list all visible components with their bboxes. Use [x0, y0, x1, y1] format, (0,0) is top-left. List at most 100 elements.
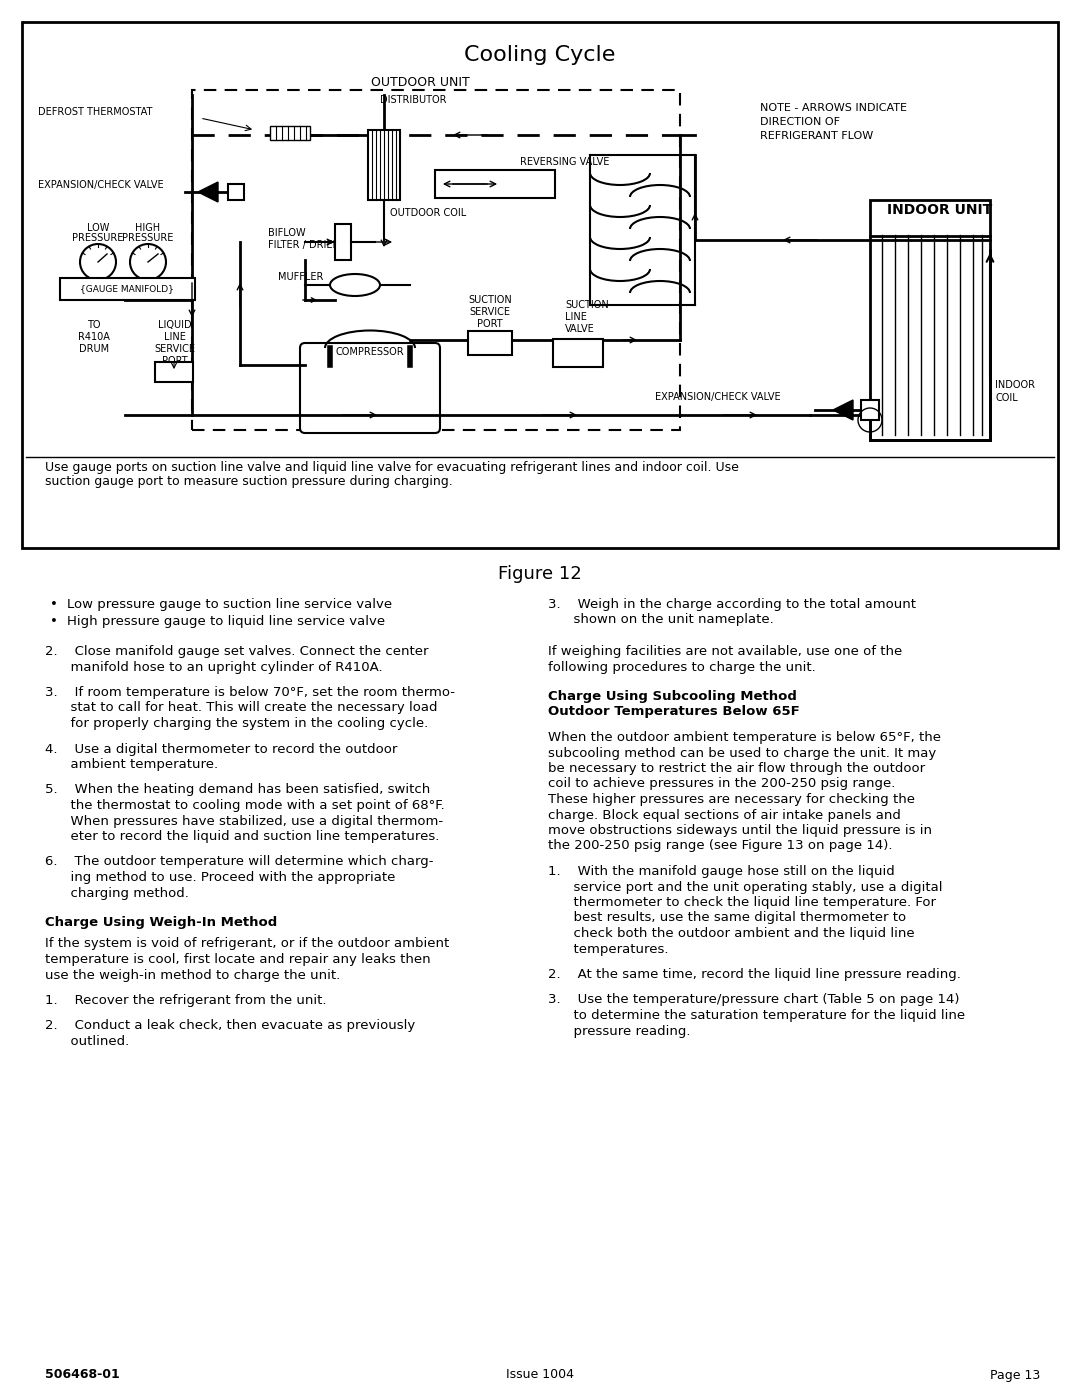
Ellipse shape — [330, 274, 380, 296]
Text: be necessary to restrict the air flow through the outdoor: be necessary to restrict the air flow th… — [548, 761, 926, 775]
Text: DIRECTION OF: DIRECTION OF — [760, 117, 840, 127]
Text: PRESSURE: PRESSURE — [122, 233, 174, 243]
Text: {GAUGE MANIFOLD}: {GAUGE MANIFOLD} — [80, 285, 174, 293]
Text: LOW: LOW — [86, 224, 109, 233]
Text: charging method.: charging method. — [45, 887, 189, 900]
Text: 2.    At the same time, record the liquid line pressure reading.: 2. At the same time, record the liquid l… — [548, 968, 961, 981]
Text: 3.    Weigh in the charge according to the total amount: 3. Weigh in the charge according to the … — [548, 598, 916, 610]
Bar — [335, 224, 351, 260]
Text: Figure 12: Figure 12 — [498, 564, 582, 583]
Text: eter to record the liquid and suction line temperatures.: eter to record the liquid and suction li… — [45, 830, 440, 842]
Text: When the outdoor ambient temperature is below 65°F, the: When the outdoor ambient temperature is … — [548, 731, 941, 745]
Text: pressure reading.: pressure reading. — [548, 1024, 690, 1038]
Text: Low pressure gauge to suction line service valve: Low pressure gauge to suction line servi… — [67, 598, 392, 610]
Text: manifold hose to an upright cylinder of R410A.: manifold hose to an upright cylinder of … — [45, 661, 382, 673]
Text: 6.    The outdoor temperature will determine which charg-: 6. The outdoor temperature will determin… — [45, 855, 433, 869]
Bar — [228, 184, 244, 200]
Text: High pressure gauge to liquid line service valve: High pressure gauge to liquid line servi… — [67, 615, 386, 627]
Bar — [435, 170, 555, 198]
Text: If weighing facilities are not available, use one of the: If weighing facilities are not available… — [548, 645, 902, 658]
Text: COMPRESSOR: COMPRESSOR — [336, 346, 404, 358]
Text: TO: TO — [87, 320, 100, 330]
Text: the 200-250 psig range (see Figure 13 on page 14).: the 200-250 psig range (see Figure 13 on… — [548, 840, 892, 852]
Text: NOTE - ARROWS INDICATE: NOTE - ARROWS INDICATE — [760, 103, 907, 113]
Text: HIGH: HIGH — [135, 224, 161, 233]
Text: stat to call for heat. This will create the necessary load: stat to call for heat. This will create … — [45, 701, 437, 714]
Text: use the weigh-in method to charge the unit.: use the weigh-in method to charge the un… — [45, 968, 340, 982]
Text: to determine the saturation temperature for the liquid line: to determine the saturation temperature … — [548, 1009, 966, 1023]
Text: LINE: LINE — [164, 332, 186, 342]
Text: charge. Block equal sections of air intake panels and: charge. Block equal sections of air inta… — [548, 809, 901, 821]
Text: SERVICE: SERVICE — [470, 307, 511, 317]
Text: outlined.: outlined. — [45, 1035, 130, 1048]
Text: Page 13: Page 13 — [989, 1369, 1040, 1382]
Text: service port and the unit operating stably, use a digital: service port and the unit operating stab… — [548, 880, 943, 894]
Text: temperatures.: temperatures. — [548, 943, 669, 956]
Text: PORT: PORT — [162, 356, 188, 366]
Bar — [156, 362, 193, 381]
Bar — [870, 200, 990, 440]
Text: COIL: COIL — [995, 393, 1017, 402]
Text: subcooling method can be used to charge the unit. It may: subcooling method can be used to charge … — [548, 746, 936, 760]
Text: INDOOR: INDOOR — [995, 380, 1035, 390]
Text: REVERSING VALVE: REVERSING VALVE — [519, 156, 609, 168]
Text: •: • — [50, 598, 58, 610]
Text: FILTER / DRIER: FILTER / DRIER — [268, 240, 339, 250]
Bar — [553, 339, 603, 367]
Text: LIQUID: LIQUID — [158, 320, 192, 330]
Text: ing method to use. Proceed with the appropriate: ing method to use. Proceed with the appr… — [45, 870, 395, 884]
Text: PORT: PORT — [477, 319, 503, 330]
Text: Charge Using Weigh-In Method: Charge Using Weigh-In Method — [45, 916, 278, 929]
Text: EXPANSION/CHECK VALVE: EXPANSION/CHECK VALVE — [38, 180, 164, 190]
Text: Cooling Cycle: Cooling Cycle — [464, 45, 616, 66]
Text: 1.    With the manifold gauge hose still on the liquid: 1. With the manifold gauge hose still on… — [548, 865, 894, 877]
Text: SUCTION: SUCTION — [565, 300, 609, 310]
Text: shown on the unit nameplate.: shown on the unit nameplate. — [548, 613, 773, 626]
Bar — [192, 89, 680, 430]
Text: coil to achieve pressures in the 200-250 psig range.: coil to achieve pressures in the 200-250… — [548, 778, 895, 791]
Text: Outdoor Temperatures Below 65F: Outdoor Temperatures Below 65F — [548, 705, 800, 718]
Text: suction gauge port to measure suction pressure during charging.: suction gauge port to measure suction pr… — [45, 475, 453, 488]
Bar — [270, 126, 310, 140]
Text: Use gauge ports on suction line valve and liquid line valve for evacuating refri: Use gauge ports on suction line valve an… — [45, 461, 739, 474]
Text: ambient temperature.: ambient temperature. — [45, 759, 218, 771]
Text: 2.    Close manifold gauge set valves. Connect the center: 2. Close manifold gauge set valves. Conn… — [45, 645, 429, 658]
Text: temperature is cool, first locate and repair any leaks then: temperature is cool, first locate and re… — [45, 953, 431, 965]
Polygon shape — [198, 182, 218, 203]
Text: DISTRIBUTOR: DISTRIBUTOR — [380, 95, 446, 105]
Text: 506468-01: 506468-01 — [45, 1369, 120, 1382]
Bar — [60, 278, 195, 300]
Text: 5.    When the heating demand has been satisfied, switch: 5. When the heating demand has been sati… — [45, 784, 430, 796]
Text: When pressures have stabilized, use a digital thermom-: When pressures have stabilized, use a di… — [45, 814, 443, 827]
Text: If the system is void of refrigerant, or if the outdoor ambient: If the system is void of refrigerant, or… — [45, 937, 449, 950]
Text: 1.    Recover the refrigerant from the unit.: 1. Recover the refrigerant from the unit… — [45, 995, 326, 1007]
Text: 3.    If room temperature is below 70°F, set the room thermo-: 3. If room temperature is below 70°F, se… — [45, 686, 455, 698]
Text: MUFFLER: MUFFLER — [278, 272, 323, 282]
Bar — [22, 22, 1058, 548]
Bar — [368, 130, 400, 200]
Text: OUTDOOR UNIT: OUTDOOR UNIT — [370, 77, 470, 89]
Text: 4.    Use a digital thermometer to record the outdoor: 4. Use a digital thermometer to record t… — [45, 742, 397, 756]
Text: 3.    Use the temperature/pressure chart (Table 5 on page 14): 3. Use the temperature/pressure chart (T… — [548, 993, 959, 1006]
Text: INDOOR UNIT: INDOOR UNIT — [888, 203, 993, 217]
Text: best results, use the same digital thermometer to: best results, use the same digital therm… — [548, 911, 906, 925]
Bar — [861, 400, 879, 420]
Text: Issue 1004: Issue 1004 — [507, 1369, 573, 1382]
Text: DEFROST THERMOSTAT: DEFROST THERMOSTAT — [38, 108, 152, 117]
Text: OUTDOOR COIL: OUTDOOR COIL — [390, 208, 467, 218]
Text: EXPANSION/CHECK VALVE: EXPANSION/CHECK VALVE — [654, 393, 781, 402]
Text: thermometer to check the liquid line temperature. For: thermometer to check the liquid line tem… — [548, 895, 936, 909]
Text: Charge Using Subcooling Method: Charge Using Subcooling Method — [548, 690, 797, 703]
Text: LINE: LINE — [565, 312, 586, 321]
Text: •: • — [50, 615, 58, 627]
FancyBboxPatch shape — [300, 344, 440, 433]
Text: 2.    Conduct a leak check, then evacuate as previously: 2. Conduct a leak check, then evacuate a… — [45, 1020, 415, 1032]
Polygon shape — [833, 400, 853, 420]
Text: SUCTION: SUCTION — [468, 295, 512, 305]
Text: the thermostat to cooling mode with a set point of 68°F.: the thermostat to cooling mode with a se… — [45, 799, 445, 812]
Text: REFRIGERANT FLOW: REFRIGERANT FLOW — [760, 131, 874, 141]
Text: These higher pressures are necessary for checking the: These higher pressures are necessary for… — [548, 793, 915, 806]
Text: for properly charging the system in the cooling cycle.: for properly charging the system in the … — [45, 717, 429, 731]
Bar — [468, 331, 512, 355]
Text: check both the outdoor ambient and the liquid line: check both the outdoor ambient and the l… — [548, 928, 915, 940]
